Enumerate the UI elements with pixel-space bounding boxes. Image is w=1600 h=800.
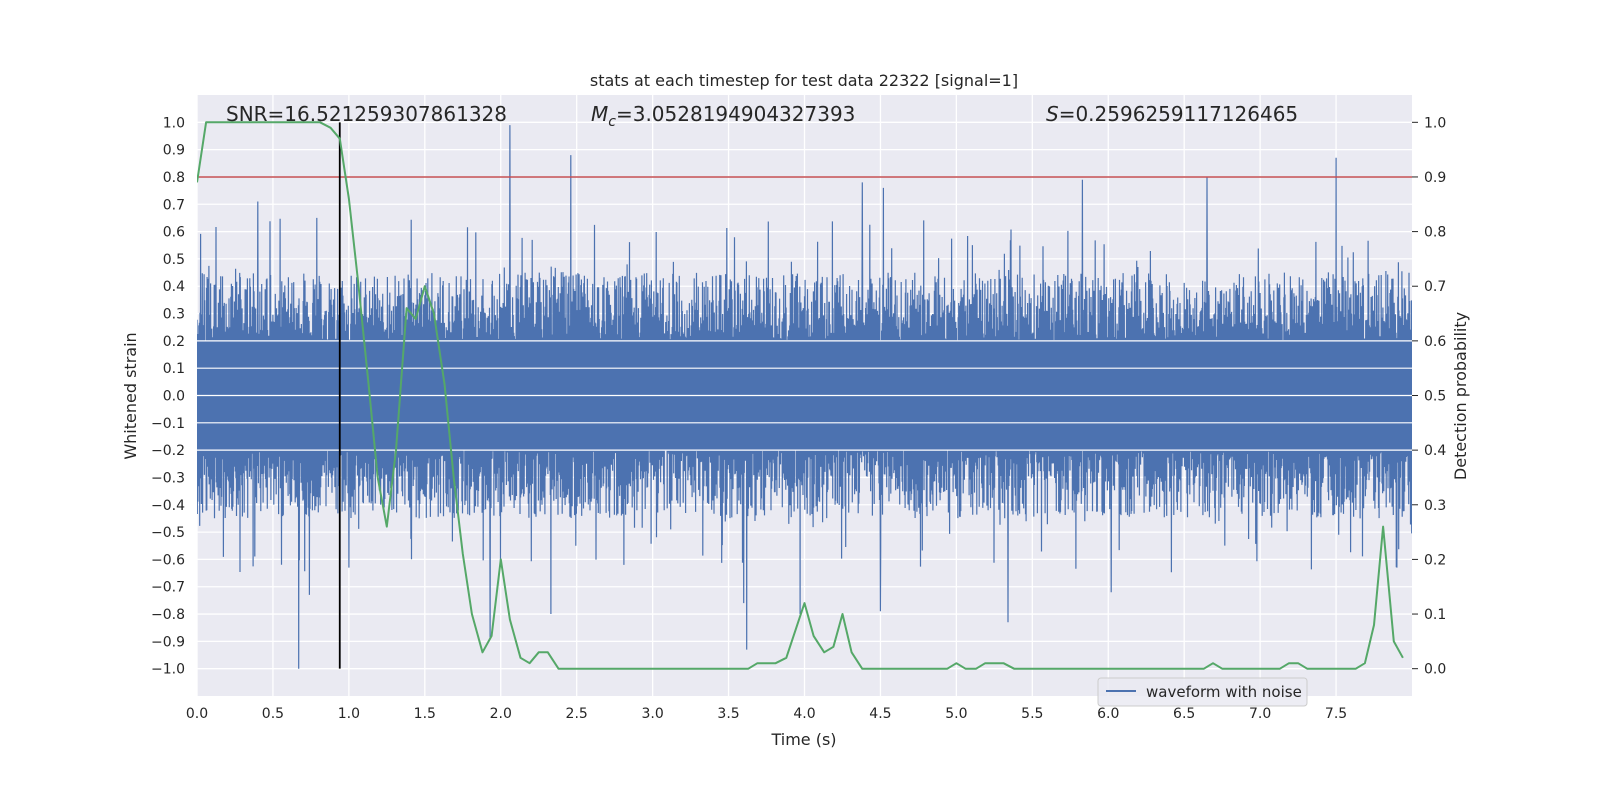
y-tick-label: 0.7 xyxy=(163,197,185,213)
x-tick-label: 3.5 xyxy=(717,706,739,722)
overlay-lines xyxy=(197,121,1412,670)
x-tick-label: 0.5 xyxy=(262,706,284,722)
y-tick-label: −0.4 xyxy=(151,498,185,514)
y2-tick-label: 0.4 xyxy=(1424,443,1446,459)
y2-tick-label: 0.8 xyxy=(1424,225,1446,241)
y-tick-label: 0.4 xyxy=(163,279,185,295)
y-tick-label: 0.1 xyxy=(163,361,185,377)
legend: waveform with noise xyxy=(1097,677,1308,707)
s-value: =0.2596259117126465 xyxy=(1059,102,1298,126)
x-tick-label: 5.0 xyxy=(945,706,967,722)
y-axis-label: Whitened strain xyxy=(121,332,140,459)
chirp-mass-value: =3.0528194904327393 xyxy=(616,102,855,126)
y-tick-label: 0.8 xyxy=(163,170,185,186)
y2-tick-label: 0.1 xyxy=(1424,607,1446,623)
y-tick-label: −0.6 xyxy=(151,552,185,568)
y-tick-label: −0.1 xyxy=(151,416,185,432)
s-annotation: S=0.2596259117126465 xyxy=(1046,102,1298,126)
x-tick-label: 5.5 xyxy=(1021,706,1043,722)
x-tick-label: 4.5 xyxy=(869,706,891,722)
legend-entry: waveform with noise xyxy=(1146,683,1302,701)
y2-tick-label: 0.5 xyxy=(1424,389,1446,405)
y-tick-label: −0.9 xyxy=(151,634,185,650)
snr-annotation: SNR=16.521259307861328 xyxy=(226,102,507,126)
x-axis-label: Time (s) xyxy=(770,730,836,749)
y-tick-label: 0.2 xyxy=(163,334,185,350)
y-tick-label: −1.0 xyxy=(151,662,185,678)
y2-tick-label: 0.2 xyxy=(1424,552,1446,568)
y2-tick-label: 0.3 xyxy=(1424,498,1446,514)
y2-tick-label: 0.0 xyxy=(1424,662,1446,678)
s-symbol: S xyxy=(1046,102,1059,126)
y-tick-label: 0.9 xyxy=(163,143,185,159)
y2-tick-label: 0.7 xyxy=(1424,279,1446,295)
x-tick-label: 4.0 xyxy=(793,706,815,722)
y-tick-label: 0.6 xyxy=(163,225,185,241)
x-tick-label: 6.5 xyxy=(1173,706,1195,722)
y-tick-label: −0.7 xyxy=(151,580,185,596)
y2-tick-label: 0.6 xyxy=(1424,334,1446,350)
y-tick-label: −0.5 xyxy=(151,525,185,541)
y-tick-label: −0.8 xyxy=(151,607,185,623)
y2-tick-label: 0.9 xyxy=(1424,170,1446,186)
x-tick-label: 2.5 xyxy=(566,706,588,722)
y-tick-label: 0.3 xyxy=(163,307,185,323)
y-tick-label: 1.0 xyxy=(163,115,185,131)
y2-axis-label: Detection probability xyxy=(1451,312,1470,480)
x-tick-label: 3.0 xyxy=(641,706,663,722)
y-axis-ticks: 1.0 0.9 0.8 0.7 0.6 0.5 0.4 0.3 0.2 0.1 0.0 −0.1 −0.… xyxy=(151,115,185,677)
chart-title: stats at each timestep for test data 223… xyxy=(590,71,1018,90)
waveform-line xyxy=(197,125,1412,669)
y2-tick-label: 1.0 xyxy=(1424,115,1446,131)
x-tick-label: 7.5 xyxy=(1325,706,1347,722)
y-tick-label: 0.5 xyxy=(163,252,185,268)
detection-probability-line xyxy=(197,121,1404,670)
x-tick-label: 2.0 xyxy=(490,706,512,722)
legend-box xyxy=(1097,677,1308,707)
chirp-mass-subscript: c xyxy=(608,114,616,130)
x-tick-label: 1.5 xyxy=(414,706,436,722)
y-tick-label: −0.3 xyxy=(151,470,185,486)
chirp-mass-symbol: M xyxy=(591,102,608,126)
x-tick-label: 1.0 xyxy=(338,706,360,722)
y-tick-label: −0.2 xyxy=(151,443,185,459)
y-tick-label: 0.0 xyxy=(163,389,185,405)
x-tick-label: 6.0 xyxy=(1097,706,1119,722)
y2-axis-ticks: 1.0 0.9 0.8 0.7 0.6 0.5 0.4 0.3 0.2 0.1 0.0 xyxy=(1412,115,1446,678)
x-tick-label: 7.0 xyxy=(1249,706,1271,722)
x-tick-label: 0.0 xyxy=(186,706,208,722)
chirp-mass-annotation: Mc=3.0528194904327393 xyxy=(591,102,855,130)
x-axis-ticks: 0.0 0.5 1.0 1.5 2.0 2.5 3.0 3.5 4.0 4.5 5.0 5.5 6.0 6… xyxy=(186,706,1347,722)
